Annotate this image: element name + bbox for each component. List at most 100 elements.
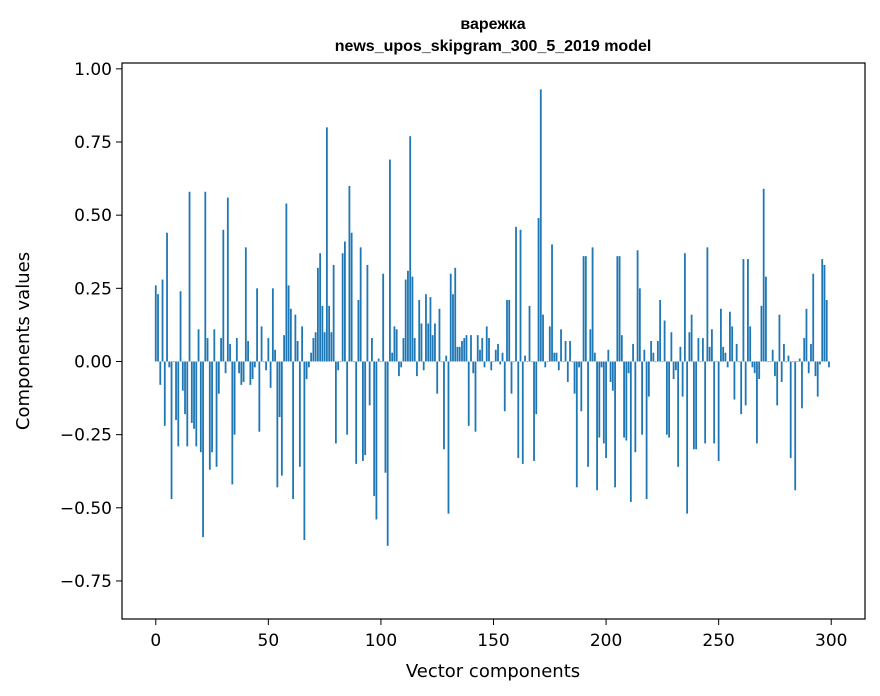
bar [251,361,254,380]
bar [163,361,166,426]
bar [267,338,270,362]
bar [357,300,360,362]
bar [654,361,657,363]
bar [215,361,218,467]
bar [472,361,475,374]
bar [632,343,634,362]
bar [771,349,774,362]
bar [677,361,680,467]
bar [402,338,405,362]
bar [668,361,671,438]
bar [796,361,799,363]
bar [274,349,276,362]
bar [672,361,675,380]
bar [398,361,400,377]
x-tick-label: 250 [702,631,734,651]
bar [285,203,288,362]
plot-area-frame [121,62,866,620]
bar [807,361,810,374]
bar [497,343,499,362]
bar [614,361,616,488]
bar [747,259,749,362]
bar [186,361,189,447]
bar [278,361,281,418]
bar [729,311,731,362]
bar [395,329,398,362]
bar [364,361,367,456]
bar [470,335,472,362]
bar [434,323,436,362]
bar [573,361,576,394]
bar [674,361,677,371]
bar [735,343,738,362]
bar [458,346,461,362]
bar [393,326,396,362]
bar [373,361,376,497]
bar [242,361,245,382]
bar [641,361,643,435]
bar [269,361,272,388]
bar [224,361,227,374]
bar [753,361,756,374]
bar [533,361,535,461]
bar [488,338,490,362]
bar [798,358,801,362]
bar [609,361,612,382]
bar [197,329,200,362]
bar [659,300,662,362]
bar [375,361,378,520]
bar [199,361,202,453]
bar [195,361,198,447]
bar [690,314,693,362]
bar [692,361,695,450]
bar [413,338,416,362]
x-tick-label: 300 [815,631,847,651]
bar [740,361,743,415]
bar [519,229,522,362]
bar [814,361,817,377]
bar [720,308,722,362]
y-tick-label: 0.25 [74,279,112,299]
bar [292,361,295,500]
bar [337,361,340,371]
bar [762,188,765,362]
bar [344,241,346,362]
bar [510,361,513,394]
bar [416,361,418,377]
bar [683,253,686,362]
y-tick-label: −0.75 [60,572,112,592]
bar [506,300,508,362]
bar [280,361,283,476]
bar [715,361,718,363]
bar [776,361,779,406]
bar [244,247,247,362]
bar [276,361,279,488]
bar [769,361,772,363]
y-tick-label: 0.75 [74,133,112,153]
bar [760,305,763,362]
bar [589,329,592,362]
bar [454,267,457,362]
bar [544,361,547,368]
bar [711,329,713,362]
bar [733,361,736,400]
chart-title: варежка [460,16,525,33]
bar [382,273,385,362]
bar [774,361,776,377]
bar [479,349,481,362]
bar [490,361,493,371]
bar [422,361,425,371]
bar [314,332,317,362]
bar [591,247,594,362]
bar [350,232,353,362]
x-tick-label: 150 [477,631,509,651]
bar [530,361,533,363]
bar [289,308,292,362]
bar [175,361,177,421]
bar [168,361,171,368]
bar [339,361,342,363]
bar [821,259,824,362]
bar [177,361,180,447]
bar [265,361,267,371]
bar [663,320,666,362]
